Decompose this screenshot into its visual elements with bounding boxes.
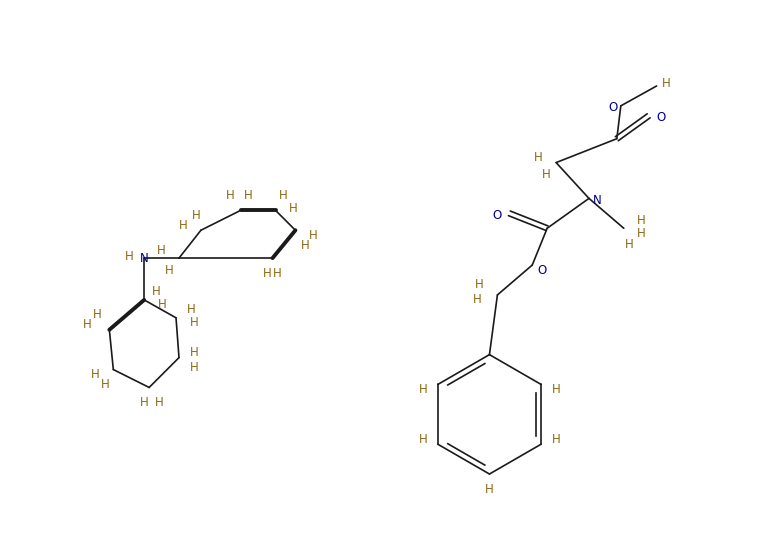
Text: O: O: [656, 111, 665, 124]
Text: H: H: [309, 228, 318, 242]
Text: H: H: [152, 286, 160, 298]
Text: O: O: [608, 101, 617, 114]
Text: H: H: [83, 318, 92, 332]
Text: H: H: [475, 278, 484, 291]
Text: H: H: [473, 293, 482, 306]
Text: H: H: [189, 361, 198, 374]
Text: H: H: [165, 264, 173, 277]
Text: H: H: [273, 267, 282, 279]
Text: N: N: [140, 251, 148, 265]
Text: H: H: [638, 227, 646, 240]
Text: H: H: [289, 202, 298, 215]
Text: H: H: [93, 309, 102, 321]
Text: H: H: [155, 396, 163, 409]
Text: O: O: [492, 209, 502, 222]
Text: H: H: [192, 209, 201, 222]
Text: H: H: [140, 396, 148, 409]
Text: H: H: [301, 239, 310, 251]
Text: H: H: [419, 433, 427, 446]
Text: H: H: [186, 304, 195, 316]
Text: H: H: [542, 168, 550, 181]
Text: O: O: [537, 264, 546, 277]
Text: H: H: [244, 189, 253, 202]
Text: H: H: [662, 77, 671, 91]
Text: H: H: [125, 250, 134, 263]
Text: H: H: [189, 346, 198, 359]
Text: H: H: [101, 378, 109, 391]
Text: H: H: [279, 189, 288, 202]
Text: H: H: [625, 237, 633, 251]
Text: H: H: [263, 267, 272, 279]
Text: H: H: [485, 483, 494, 497]
Text: H: H: [534, 151, 543, 164]
Text: H: H: [552, 433, 560, 446]
Text: H: H: [189, 316, 198, 329]
Text: H: H: [419, 383, 427, 396]
Text: H: H: [638, 214, 646, 227]
Text: H: H: [158, 298, 166, 311]
Text: H: H: [226, 189, 235, 202]
Text: H: H: [91, 368, 100, 381]
Text: H: H: [552, 383, 560, 396]
Text: H: H: [179, 219, 188, 232]
Text: N: N: [593, 194, 601, 207]
Text: H: H: [157, 244, 166, 256]
